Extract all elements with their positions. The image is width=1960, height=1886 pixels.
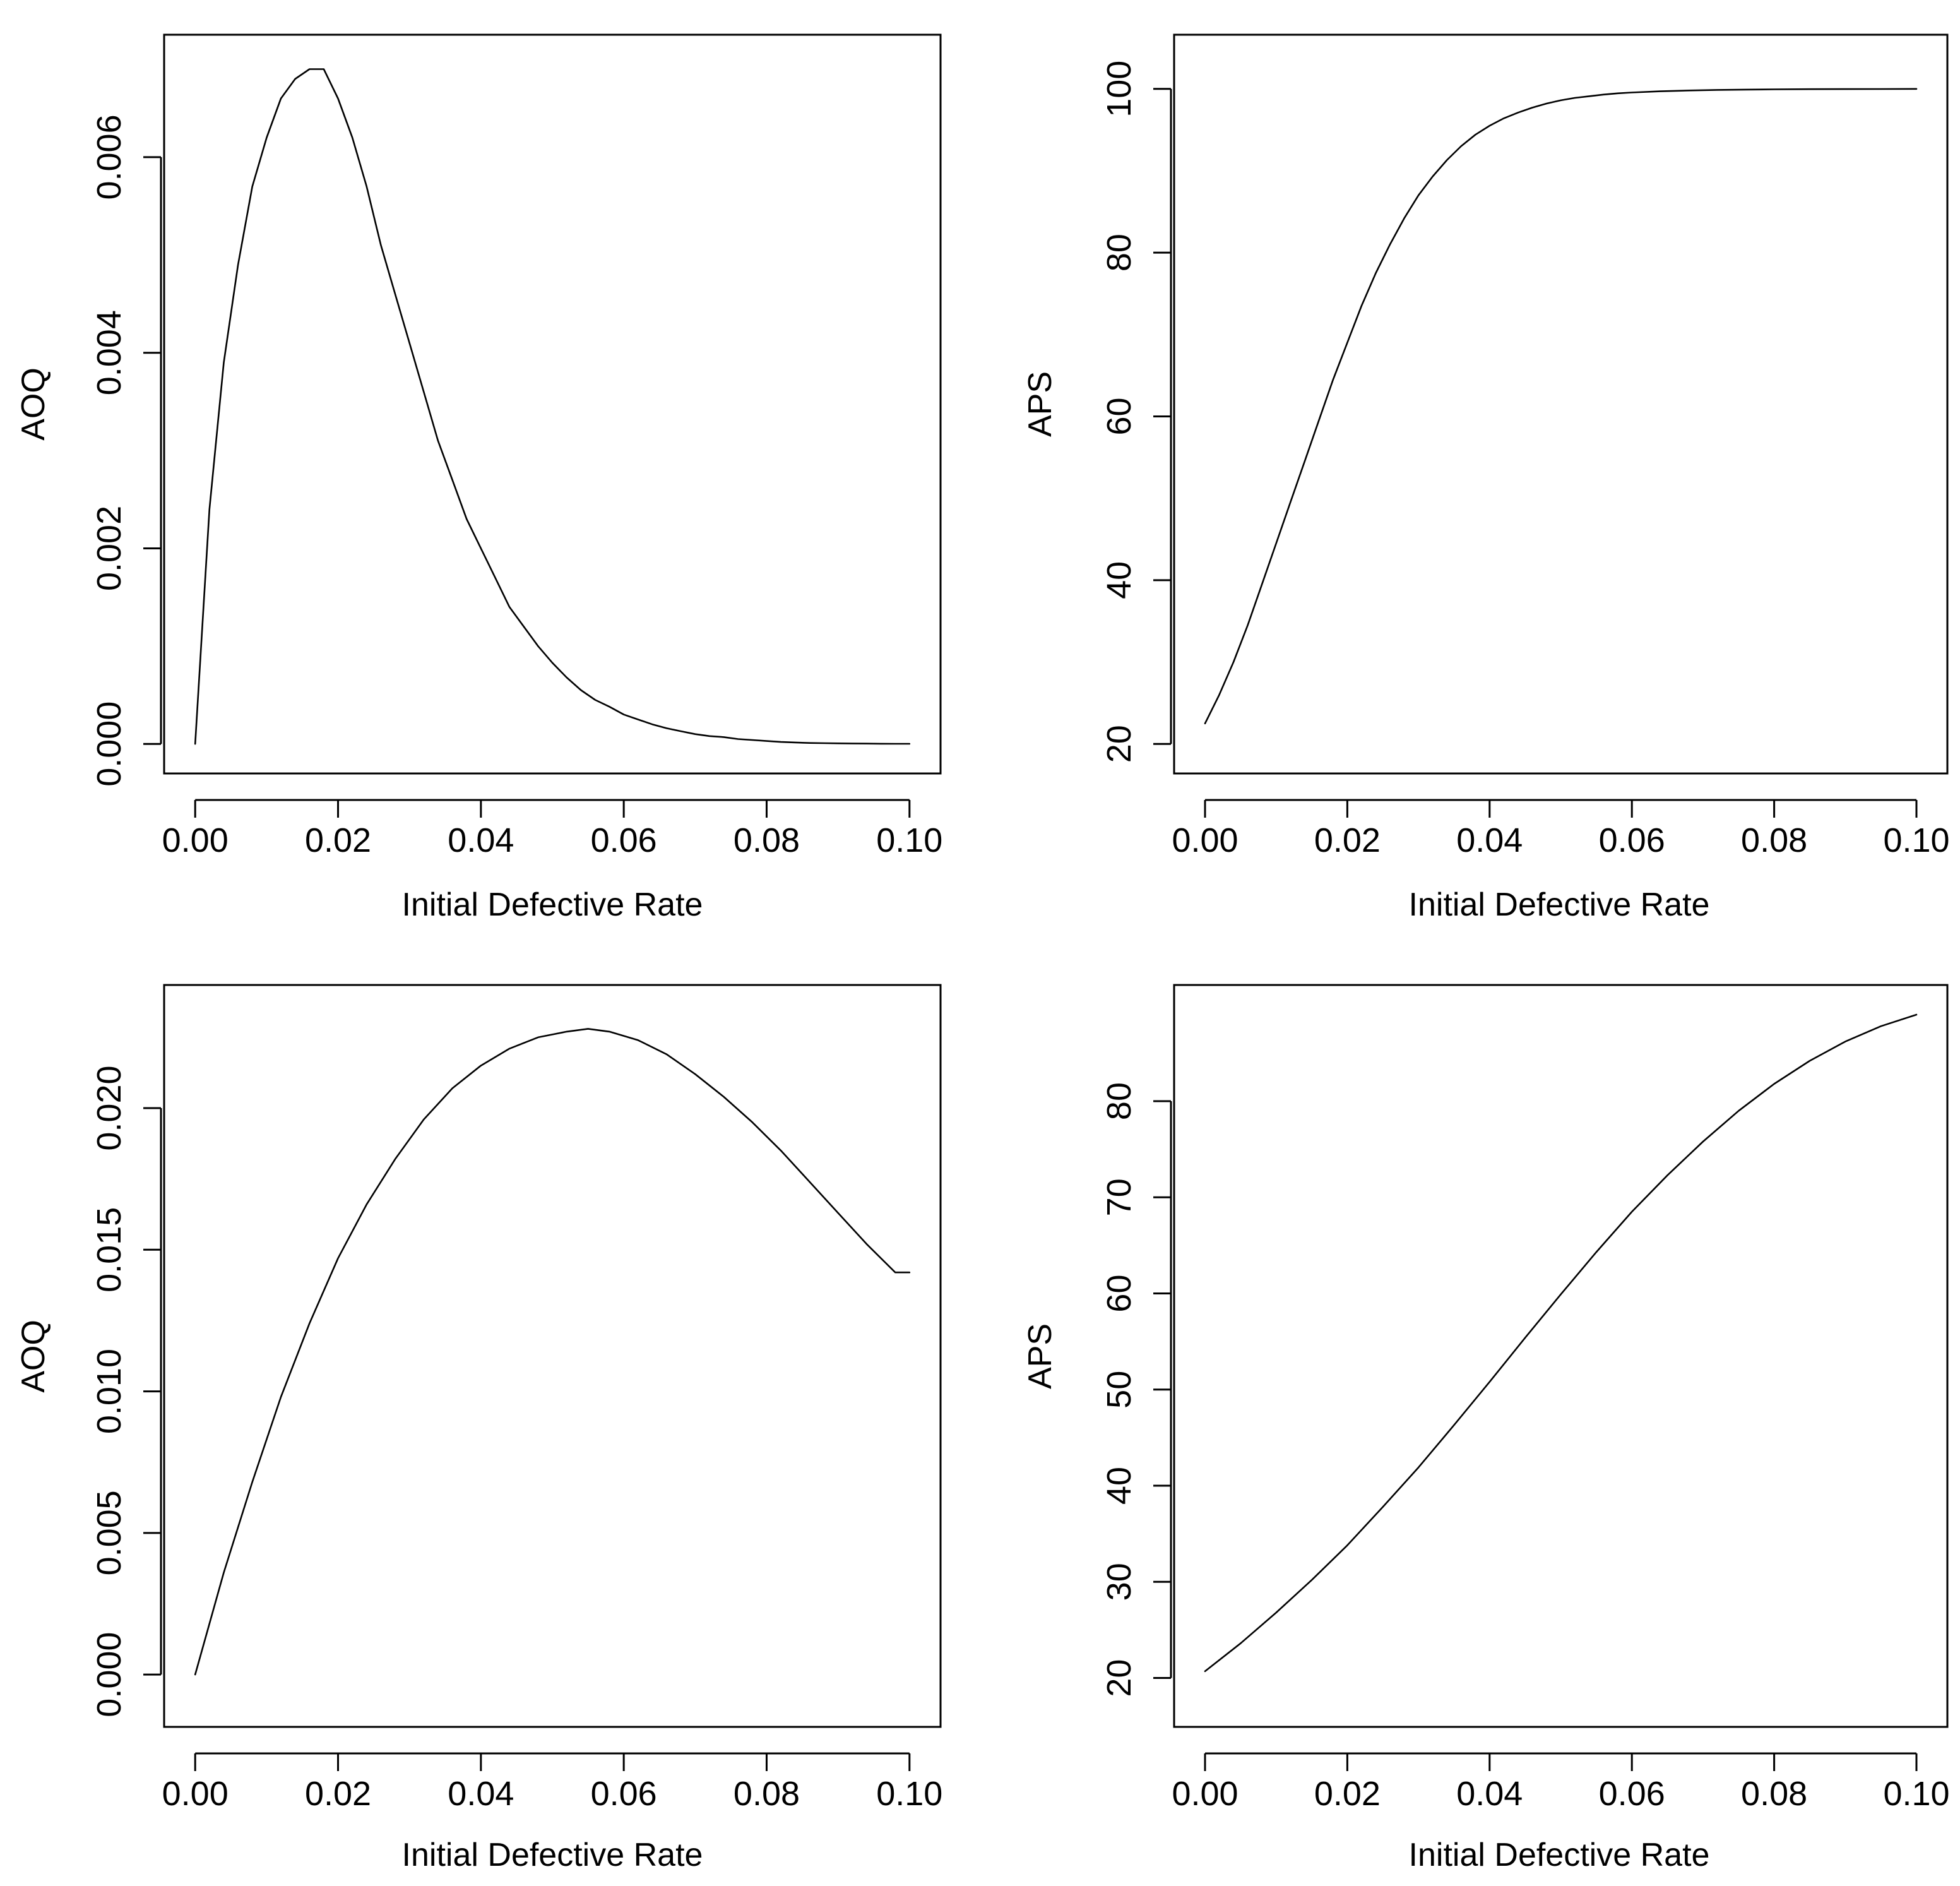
y-tick-label: 70 [1100, 1178, 1138, 1216]
x-axis-title: Initial Defective Rate [1409, 1837, 1710, 1873]
y-tick-label: 20 [1100, 725, 1138, 763]
y-tick-label: 0.020 [90, 1065, 128, 1150]
x-tick-label: 0.04 [448, 821, 514, 859]
y-tick-label: 60 [1100, 397, 1138, 435]
x-tick-label: 0.00 [1172, 821, 1238, 859]
x-tick-label: 0.10 [876, 821, 942, 859]
x-tick-label: 0.06 [1599, 1775, 1665, 1813]
y-tick-label: 60 [1100, 1274, 1138, 1312]
y-axis: 0.000 0.002 0.004 0.006 [90, 114, 162, 787]
y-tick-label: 20 [1100, 1659, 1138, 1697]
x-tick-label: 0.02 [1314, 1775, 1381, 1813]
x-tick-label: 0.00 [162, 1775, 229, 1813]
y-tick-label: 0.006 [90, 114, 128, 200]
y-axis: 0.000 0.005 0.010 0.015 0.020 [90, 1065, 162, 1717]
x-axis-title: Initial Defective Rate [402, 1837, 703, 1873]
x-tick-label: 0.04 [1456, 1775, 1523, 1813]
x-axis: 0.00 0.02 0.04 0.06 0.08 0.10 [1172, 1752, 1950, 1813]
x-tick-label: 0.02 [305, 821, 371, 859]
y-tick-label: 0.004 [90, 310, 128, 395]
plot-frame [1173, 984, 1949, 1728]
x-axis-title: Initial Defective Rate [402, 886, 703, 923]
y-axis: 20 40 60 80 100 [1100, 61, 1172, 763]
x-tick-label: 0.10 [1883, 821, 1949, 859]
series-layer [194, 68, 911, 745]
chart-panel-top-right: 20 40 60 80 100 0.00 0.02 0.04 0.06 0.08 0.10 Ini… [1022, 33, 1950, 923]
y-axis-title: APS [1022, 371, 1059, 437]
x-tick-label: 0.10 [1883, 1775, 1949, 1813]
y-tick-label: 40 [1100, 1467, 1138, 1505]
y-tick-label: 80 [1100, 1082, 1138, 1120]
x-axis: 0.00 0.02 0.04 0.06 0.08 0.10 [1172, 799, 1950, 859]
x-tick-label: 0.10 [876, 1775, 942, 1813]
series-line-aoq [194, 68, 911, 745]
series-layer [1204, 88, 1918, 725]
x-axis: 0.00 0.02 0.04 0.06 0.08 0.10 [162, 1752, 942, 1813]
x-tick-label: 0.04 [448, 1775, 514, 1813]
x-axis: 0.00 0.02 0.04 0.06 0.08 0.10 [162, 799, 942, 859]
series-layer [194, 1028, 911, 1676]
y-tick-label: 0.015 [90, 1207, 128, 1292]
y-tick-label: 0.010 [90, 1349, 128, 1434]
x-tick-label: 0.04 [1456, 821, 1523, 859]
x-tick-label: 0.06 [1599, 821, 1665, 859]
y-tick-label: 50 [1100, 1371, 1138, 1409]
series-line-aps [1204, 1013, 1918, 1673]
x-tick-label: 0.08 [1741, 821, 1807, 859]
x-tick-label: 0.00 [1172, 1775, 1238, 1813]
x-tick-label: 0.08 [734, 1775, 800, 1813]
plot-frame [1173, 33, 1949, 775]
y-tick-label: 0.002 [90, 506, 128, 591]
y-tick-label: 80 [1100, 234, 1138, 272]
y-tick-label: 40 [1100, 561, 1138, 599]
y-axis-title: APS [1022, 1323, 1059, 1389]
series-layer [1204, 1013, 1918, 1673]
y-tick-label: 30 [1100, 1563, 1138, 1601]
y-axis-title: AOQ [15, 367, 52, 441]
x-tick-label: 0.08 [1741, 1775, 1807, 1813]
series-line-aps [1204, 88, 1918, 725]
x-tick-label: 0.00 [162, 821, 229, 859]
y-tick-label: 0.005 [90, 1490, 128, 1575]
y-tick-label: 0.000 [90, 1632, 128, 1717]
x-tick-label: 0.08 [734, 821, 800, 859]
x-tick-label: 0.06 [591, 821, 657, 859]
x-tick-label: 0.02 [305, 1775, 371, 1813]
x-tick-label: 0.06 [591, 1775, 657, 1813]
x-tick-label: 0.02 [1314, 821, 1381, 859]
plot-frame [163, 984, 942, 1728]
y-tick-label: 0.000 [90, 701, 128, 787]
plot-frame [163, 33, 942, 775]
x-axis-title: Initial Defective Rate [1409, 886, 1710, 923]
y-axis-title: AOQ [15, 1320, 52, 1393]
y-axis: 20 30 40 50 60 70 80 [1100, 1082, 1172, 1697]
series-line-aoq [194, 1028, 911, 1676]
y-tick-label: 100 [1100, 61, 1138, 117]
